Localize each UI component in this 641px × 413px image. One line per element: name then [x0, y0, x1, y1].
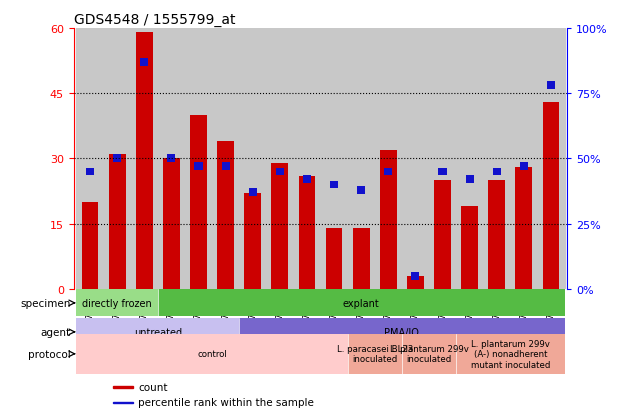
Bar	[412, 272, 419, 280]
Text: GDS4548 / 1555799_at: GDS4548 / 1555799_at	[74, 12, 235, 26]
Bar	[212, 29, 239, 289]
Bar	[104, 29, 131, 289]
Bar	[222, 163, 229, 171]
Bar	[353, 228, 370, 289]
Bar	[271, 163, 288, 289]
Bar	[244, 194, 261, 289]
Text: control: control	[197, 349, 227, 358]
Bar	[76, 29, 104, 289]
Bar	[384, 168, 392, 176]
Bar	[429, 29, 456, 289]
Bar	[510, 29, 537, 289]
Bar	[357, 186, 365, 194]
Text: specimen: specimen	[20, 298, 71, 308]
Bar	[488, 180, 505, 289]
Bar	[347, 29, 375, 289]
Bar	[136, 33, 153, 289]
Bar	[303, 176, 311, 184]
Text: explant: explant	[343, 298, 379, 308]
Bar	[375, 29, 402, 289]
Text: L. paracasei BL23
inoculated: L. paracasei BL23 inoculated	[337, 344, 413, 363]
Bar	[456, 334, 565, 374]
Bar	[299, 176, 315, 289]
Bar	[86, 168, 94, 176]
Text: protocol: protocol	[28, 349, 71, 359]
Text: count: count	[138, 382, 167, 392]
Bar	[483, 29, 510, 289]
Bar	[190, 116, 207, 289]
Text: agent: agent	[40, 327, 71, 337]
Text: untreated: untreated	[134, 327, 182, 337]
Bar	[493, 168, 501, 176]
Bar	[113, 386, 133, 387]
Bar	[402, 29, 429, 289]
Bar	[294, 29, 320, 289]
Text: percentile rank within the sample: percentile rank within the sample	[138, 397, 313, 407]
Bar	[547, 82, 555, 90]
Text: L. plantarum 299v
(A-) nonadherent
mutant inoculated: L. plantarum 299v (A-) nonadherent mutan…	[470, 339, 550, 369]
Text: L. plantarum 299v
inoculated: L. plantarum 299v inoculated	[390, 344, 469, 363]
Bar	[520, 163, 528, 171]
Text: directly frozen: directly frozen	[82, 298, 152, 308]
Bar	[113, 401, 133, 403]
Bar	[407, 276, 424, 289]
Bar	[347, 334, 402, 374]
Bar	[76, 290, 158, 317]
Bar	[320, 29, 347, 289]
Bar	[438, 168, 447, 176]
Bar	[109, 154, 126, 289]
Bar	[158, 29, 185, 289]
Bar	[185, 29, 212, 289]
Bar	[537, 29, 565, 289]
Bar	[380, 150, 397, 289]
Bar	[326, 228, 342, 289]
Bar	[217, 142, 234, 289]
Bar	[515, 168, 532, 289]
Bar	[131, 29, 158, 289]
Bar	[158, 290, 565, 317]
Bar	[276, 168, 284, 176]
Bar	[140, 59, 148, 66]
Bar	[167, 155, 176, 163]
Bar	[456, 29, 483, 289]
Bar	[330, 181, 338, 189]
Bar	[465, 176, 474, 184]
Bar	[76, 334, 347, 374]
Bar	[434, 180, 451, 289]
Bar	[239, 29, 266, 289]
Bar	[542, 102, 560, 289]
Bar	[194, 163, 203, 171]
Bar	[266, 29, 294, 289]
Bar	[249, 189, 257, 197]
Bar	[402, 334, 456, 374]
Text: PMA/IO: PMA/IO	[385, 327, 419, 337]
Bar	[462, 206, 478, 289]
Bar	[239, 318, 565, 346]
Bar	[76, 318, 239, 346]
Bar	[163, 159, 179, 289]
Bar	[81, 202, 99, 289]
Bar	[113, 155, 121, 163]
